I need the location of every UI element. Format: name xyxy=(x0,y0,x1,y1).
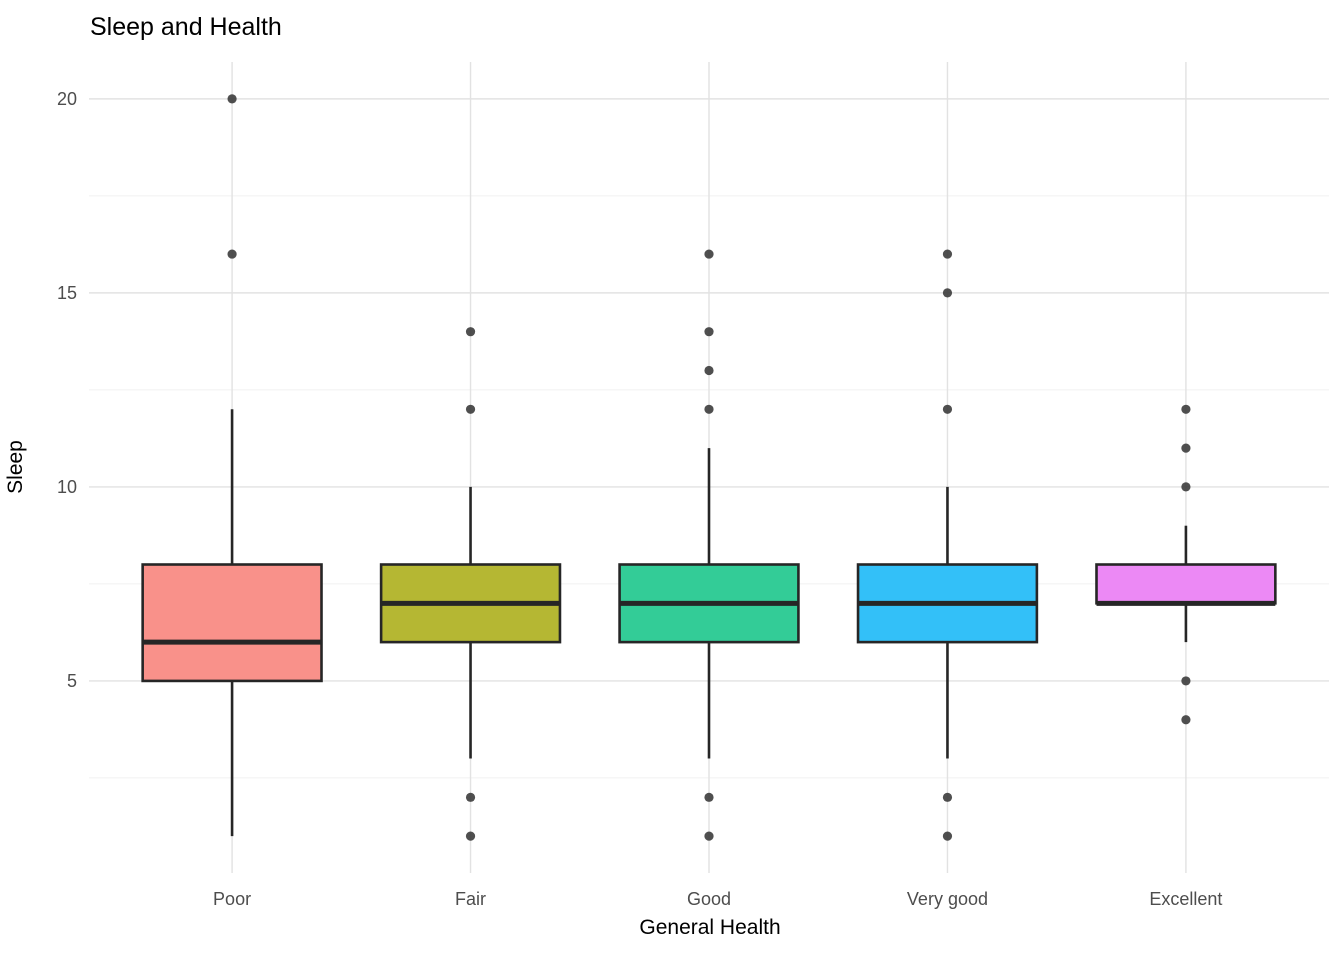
outlier-point-good xyxy=(704,792,714,802)
outlier-point-good xyxy=(704,404,714,414)
x-tick-label: Very good xyxy=(907,889,988,909)
outlier-point-very-good xyxy=(942,288,953,298)
outlier-point-fair xyxy=(465,404,476,414)
x-axis-title: General Health xyxy=(639,916,781,939)
outlier-point-excellent xyxy=(1181,676,1191,686)
outlier-point-very-good xyxy=(942,249,953,259)
x-tick-label: Excellent xyxy=(1149,889,1222,909)
outlier-point-very-good xyxy=(942,792,953,802)
y-tick-label: 5 xyxy=(67,671,77,691)
y-tick-label: 20 xyxy=(57,89,77,109)
box-excellent xyxy=(1095,563,1277,605)
outlier-point-good xyxy=(704,327,714,337)
y-tick-label: 10 xyxy=(57,477,77,497)
outlier-point-fair xyxy=(465,831,476,841)
outlier-point-very-good xyxy=(942,404,953,414)
outlier-point-good xyxy=(704,831,714,841)
box-poor xyxy=(141,563,323,683)
outlier-point-good xyxy=(704,249,714,259)
outlier-point-excellent xyxy=(1181,443,1191,453)
y-tick-label: 15 xyxy=(57,283,77,303)
x-tick-label: Fair xyxy=(455,889,486,909)
x-tick-label: Poor xyxy=(213,889,251,909)
outlier-point-excellent xyxy=(1181,482,1191,492)
outlier-point-poor xyxy=(227,94,237,104)
outlier-point-poor xyxy=(227,249,237,259)
outlier-point-excellent xyxy=(1181,404,1191,414)
outlier-point-fair xyxy=(465,792,476,802)
x-tick-label: Good xyxy=(687,889,731,909)
outlier-point-fair xyxy=(465,327,476,337)
y-axis-title: Sleep xyxy=(4,440,27,494)
outlier-point-good xyxy=(704,365,714,376)
plot-title: Sleep and Health xyxy=(90,13,282,41)
outlier-point-very-good xyxy=(942,831,953,841)
outlier-point-excellent xyxy=(1181,715,1191,725)
